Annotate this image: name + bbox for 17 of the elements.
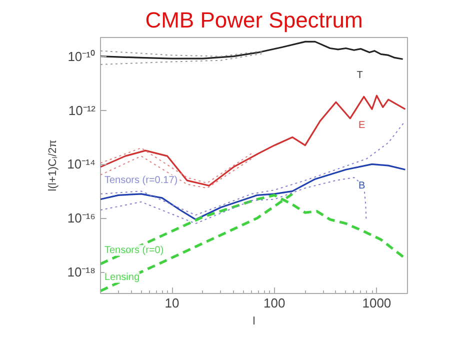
y-tick-label: 10⁻¹⁸ [67, 264, 96, 280]
y-tick-label: 10⁻¹⁰ [68, 48, 96, 64]
chart-title: CMB Power Spectrum [145, 8, 363, 32]
y-tick-label: 10⁻¹⁶ [67, 210, 96, 226]
x-tick-label: 1000 [362, 296, 392, 310]
y-axis-title: l(l+1)Cₗ/2π [47, 139, 60, 192]
y-tick-label: 10⁻¹² [68, 102, 96, 118]
series-label: B [358, 180, 366, 192]
series-label: E [358, 120, 366, 132]
x-tick-label: 100 [264, 296, 286, 310]
series-label: Tensors (r=0) [104, 244, 164, 256]
x-tick-label: 10 [164, 296, 180, 310]
series-label: Lensing [104, 272, 140, 283]
series-label: T [356, 70, 363, 82]
series-label: Tensors (r=0.17) [104, 174, 178, 186]
y-tick-label: 10⁻¹⁴ [67, 156, 96, 172]
x-axis-title: l [252, 316, 256, 328]
